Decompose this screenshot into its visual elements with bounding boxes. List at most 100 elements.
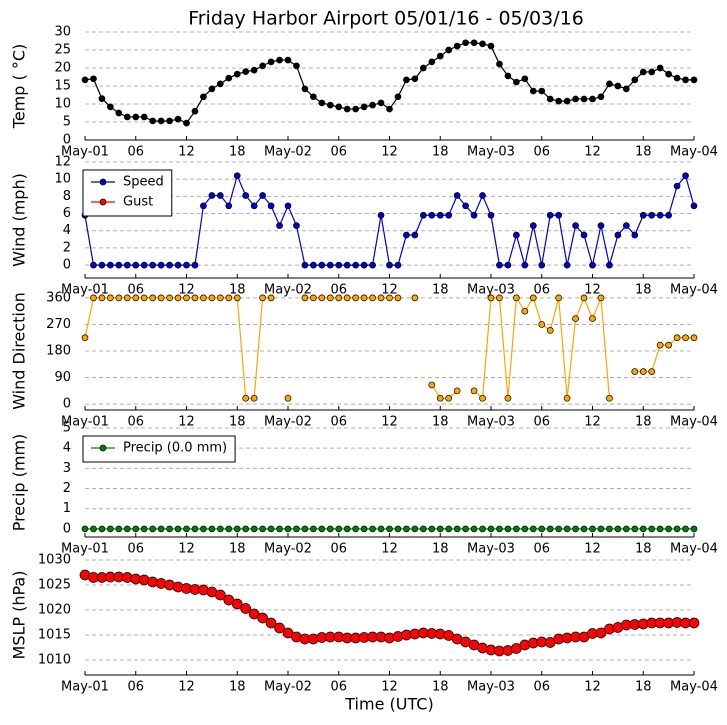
data-point [614,82,622,90]
data-point [149,261,157,269]
data-point [98,294,106,302]
data-point [411,75,419,83]
data-point [242,525,250,533]
data-point [233,70,241,78]
data-point [208,525,216,533]
x-tick-label: 18 [432,283,449,298]
data-point [257,612,268,624]
y-tick-label: 10 [54,97,71,112]
y-tick-label: 1030 [38,553,71,568]
data-point [98,525,106,533]
data-point [216,192,224,199]
data-point [377,99,385,107]
x-tick-label: May-03 [467,145,515,160]
data-point [572,222,579,229]
data-point [656,64,664,72]
data-point [394,294,402,302]
data-point [81,76,89,84]
data-point [191,294,199,302]
data-point [546,525,554,533]
data-point [326,261,334,269]
x-tick-label: 12 [178,415,195,430]
data-point [470,525,478,533]
data-point [352,261,360,269]
data-point [521,525,529,533]
x-tick-label: 12 [381,680,398,695]
data-point [225,294,233,302]
x-tick-label: 06 [127,542,144,557]
data-point [513,294,520,302]
series-line [84,173,695,266]
data-point [462,202,469,210]
x-tick-label: 18 [432,415,449,430]
x-tick-label: May-04 [670,415,718,430]
data-point [90,294,97,302]
data-point [563,261,571,269]
x-tick-label: May-03 [467,542,515,557]
data-point [513,78,520,86]
data-point [208,192,216,199]
data-point [639,68,647,76]
data-point [555,97,563,105]
data-point [428,58,436,66]
data-point [631,525,639,533]
x-tick-label: 18 [432,542,449,557]
data-point [318,525,326,533]
data-point [276,222,283,229]
x-tick-label: 12 [584,680,601,695]
data-point [546,211,554,219]
x-tick-label: May-02 [264,680,312,695]
data-point [665,211,672,219]
data-point [267,294,275,302]
data-point [352,294,360,302]
x-tick-label: May-01 [61,145,109,160]
y-tick-label: 3 [63,461,71,476]
data-point [563,525,571,533]
data-point [301,525,309,533]
data-point [216,525,224,533]
legend-marker [99,178,107,186]
data-point [250,202,258,210]
data-point [445,211,453,219]
data-point [428,381,436,389]
data-point [343,294,351,302]
x-tick-label: 06 [533,680,550,695]
data-point [521,307,529,315]
data-point [386,261,393,269]
data-point [174,525,182,533]
y-tick-label: 90 [54,370,71,385]
data-point [479,192,486,199]
data-point [343,261,351,269]
data-point [529,87,537,95]
x-tick-label: 06 [330,283,347,298]
data-point [487,211,495,219]
data-point [394,525,402,533]
data-point [326,294,334,302]
data-point [293,62,300,70]
y-tick-label: 2 [63,481,71,496]
data-point [529,294,537,302]
data-point [403,525,410,533]
data-point [369,101,376,109]
x-tick-label: May-01 [61,542,109,557]
data-point [597,93,605,101]
data-point [665,341,672,349]
data-point [504,261,512,269]
data-point [496,261,503,269]
data-point [140,113,148,121]
data-point [513,231,520,239]
x-tick-label: May-04 [670,283,718,298]
x-tick-label: 12 [584,415,601,430]
data-point [411,294,419,302]
x-tick-label: May-01 [61,415,109,430]
data-point [369,525,376,533]
data-point [343,105,351,113]
data-point [225,525,233,533]
data-point [597,294,605,302]
data-point [335,103,343,111]
x-tick-label: 06 [533,542,550,557]
data-point [639,211,647,219]
data-point [386,525,393,533]
x-tick-label: 06 [127,415,144,430]
data-point [250,525,258,533]
